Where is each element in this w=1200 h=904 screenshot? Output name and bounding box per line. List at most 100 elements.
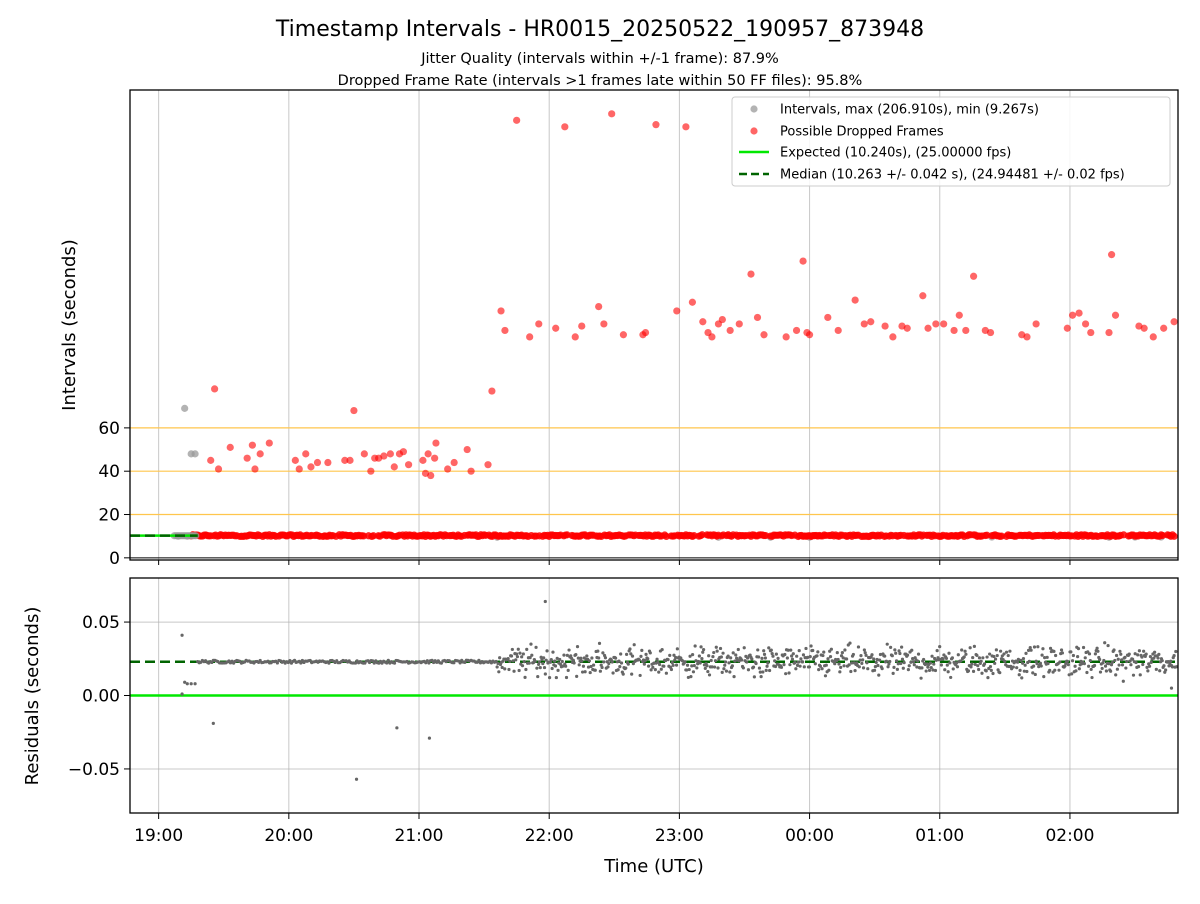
dropped-frame-point xyxy=(467,467,475,475)
residual-point xyxy=(785,656,789,660)
residual-point xyxy=(899,661,903,666)
dropped-frame-point xyxy=(211,385,219,393)
residual-point xyxy=(724,660,728,664)
residuals-y-tick-label: 0.00 xyxy=(82,687,120,707)
dropped-frame-point xyxy=(390,463,398,471)
residual-point xyxy=(929,665,933,670)
dropped-frame-point xyxy=(682,123,690,131)
dropped-frame-point xyxy=(792,326,801,335)
residual-point xyxy=(771,654,775,658)
residual-point xyxy=(1035,662,1039,666)
dropped-frame-point xyxy=(424,450,432,458)
residual-point xyxy=(1172,654,1176,658)
residual-point xyxy=(773,664,778,669)
residual-point xyxy=(786,648,790,652)
dropped-frame-point xyxy=(735,320,743,328)
residual-point xyxy=(1153,650,1157,654)
residual-point xyxy=(1107,662,1111,666)
residual-point xyxy=(685,668,689,672)
dropped-frame-point xyxy=(291,456,299,464)
residual-point xyxy=(823,674,828,678)
residual-point xyxy=(1089,667,1093,672)
residual-point xyxy=(791,652,795,656)
residual-point xyxy=(730,664,734,668)
residual-point xyxy=(660,648,664,652)
residual-point xyxy=(692,664,696,668)
residual-point xyxy=(1148,654,1153,659)
intervals-panel: 0 20 40 60 Intervals (seconds) Intervals, m… xyxy=(59,89,1179,569)
residual-point xyxy=(530,653,534,657)
residual-point xyxy=(883,654,887,658)
residual-outlier-point xyxy=(193,682,197,686)
residual-point xyxy=(887,662,891,666)
residual-point xyxy=(503,667,507,671)
residual-point xyxy=(855,661,859,665)
dropped-frame-point xyxy=(782,333,790,341)
residual-point xyxy=(680,659,685,663)
residual-point xyxy=(894,651,898,655)
residual-point xyxy=(498,656,502,660)
residual-point xyxy=(950,656,954,660)
residual-point xyxy=(1053,668,1057,672)
residual-point xyxy=(979,659,983,663)
residual-point xyxy=(1102,658,1106,663)
residual-point xyxy=(529,642,533,646)
residual-point xyxy=(624,666,628,670)
residual-point xyxy=(606,665,610,669)
residual-point xyxy=(860,661,864,665)
residual-point xyxy=(657,662,662,667)
residual-point xyxy=(822,650,826,654)
residual-point xyxy=(1136,665,1141,669)
residual-point xyxy=(745,660,749,664)
residual-point xyxy=(986,676,990,680)
dropped-frame-point xyxy=(1160,324,1168,332)
residual-outlier-point xyxy=(180,633,184,637)
residual-point xyxy=(675,647,679,651)
residual-point xyxy=(828,654,833,659)
residual-point xyxy=(959,659,963,663)
residual-point xyxy=(618,664,622,669)
residual-point xyxy=(509,654,514,658)
residual-point xyxy=(564,664,568,668)
residual-point xyxy=(1174,649,1178,654)
residual-point xyxy=(510,647,514,652)
dropped-frame-point xyxy=(484,461,492,469)
residual-point xyxy=(773,659,777,663)
interval-point xyxy=(181,404,189,412)
residual-point xyxy=(1127,652,1131,656)
residual-point xyxy=(593,668,597,672)
residual-point xyxy=(907,664,911,668)
dropped-frame-point xyxy=(1149,333,1157,341)
residual-point xyxy=(891,671,895,675)
residual-point xyxy=(935,648,939,653)
residual-point xyxy=(616,668,620,672)
dropped-frame-point xyxy=(641,328,650,337)
residual-point xyxy=(607,661,611,666)
residual-point xyxy=(760,656,764,660)
residual-outlier-point xyxy=(185,682,189,686)
residual-point xyxy=(1125,659,1129,664)
residual-point xyxy=(872,657,876,661)
residual-point xyxy=(705,664,709,668)
residual-point xyxy=(720,670,724,675)
residual-point xyxy=(521,652,525,656)
dropped-frame-point xyxy=(313,458,322,467)
residual-point xyxy=(656,660,660,664)
residual-point xyxy=(500,665,504,670)
residual-point xyxy=(1063,664,1067,668)
residual-point xyxy=(838,670,842,674)
dropped-frame-point xyxy=(488,387,496,395)
residual-point xyxy=(1028,645,1032,650)
residual-point xyxy=(793,661,797,665)
residual-point xyxy=(813,662,817,666)
dropped-frame-point xyxy=(497,307,505,315)
residual-point xyxy=(722,667,726,671)
residual-point xyxy=(1144,652,1148,656)
residual-point xyxy=(956,653,960,657)
residual-point xyxy=(688,654,692,658)
residual-point xyxy=(763,656,767,660)
residual-point xyxy=(1003,659,1007,663)
residual-point xyxy=(697,654,701,658)
residual-point xyxy=(695,666,699,670)
residual-point xyxy=(668,653,672,658)
